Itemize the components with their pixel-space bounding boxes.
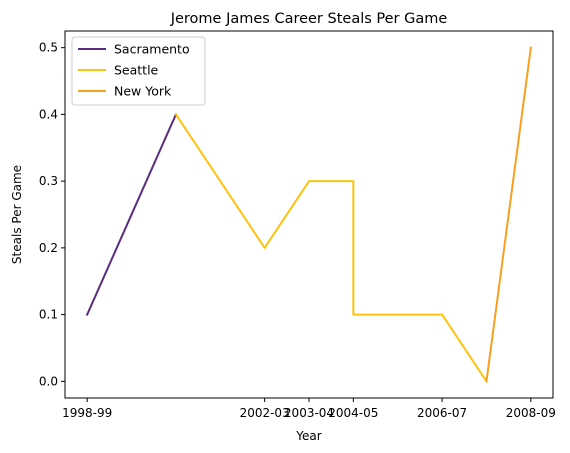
y-tick-label: 0.2 (39, 241, 58, 255)
x-tick-label: 1998-99 (62, 406, 112, 420)
legend-label: New York (114, 84, 172, 99)
series-line-seattle (174, 113, 488, 383)
series-line-sacramento (85, 113, 178, 316)
series-lines (85, 46, 532, 383)
x-tick-label: 2003-04 (284, 406, 334, 420)
legend: Sacramento Seattle New York (71, 36, 206, 106)
series-line-new-york (485, 46, 532, 383)
y-tick-label: 0.1 (39, 308, 58, 322)
chart-title: Jerome James Career Steals Per Game (170, 11, 448, 27)
y-axis: 0.0 0.1 0.2 0.3 0.4 0.5 (39, 41, 65, 388)
x-tick-label: 2008-09 (506, 406, 556, 420)
x-tick-label: 2006-07 (417, 406, 467, 420)
legend-box (71, 36, 206, 106)
legend-label: Sacramento (114, 42, 190, 57)
y-tick-label: 0.0 (39, 374, 58, 388)
y-tick-label: 0.4 (39, 107, 58, 121)
x-axis-label: Year (295, 429, 321, 443)
y-axis-label: Steals Per Game (10, 165, 24, 264)
legend-label: Seattle (114, 63, 159, 78)
y-tick-label: 0.5 (39, 41, 58, 55)
y-tick-label: 0.3 (39, 174, 58, 188)
x-tick-label: 2004-05 (328, 406, 378, 420)
x-tick-label: 2002-03 (240, 406, 290, 420)
